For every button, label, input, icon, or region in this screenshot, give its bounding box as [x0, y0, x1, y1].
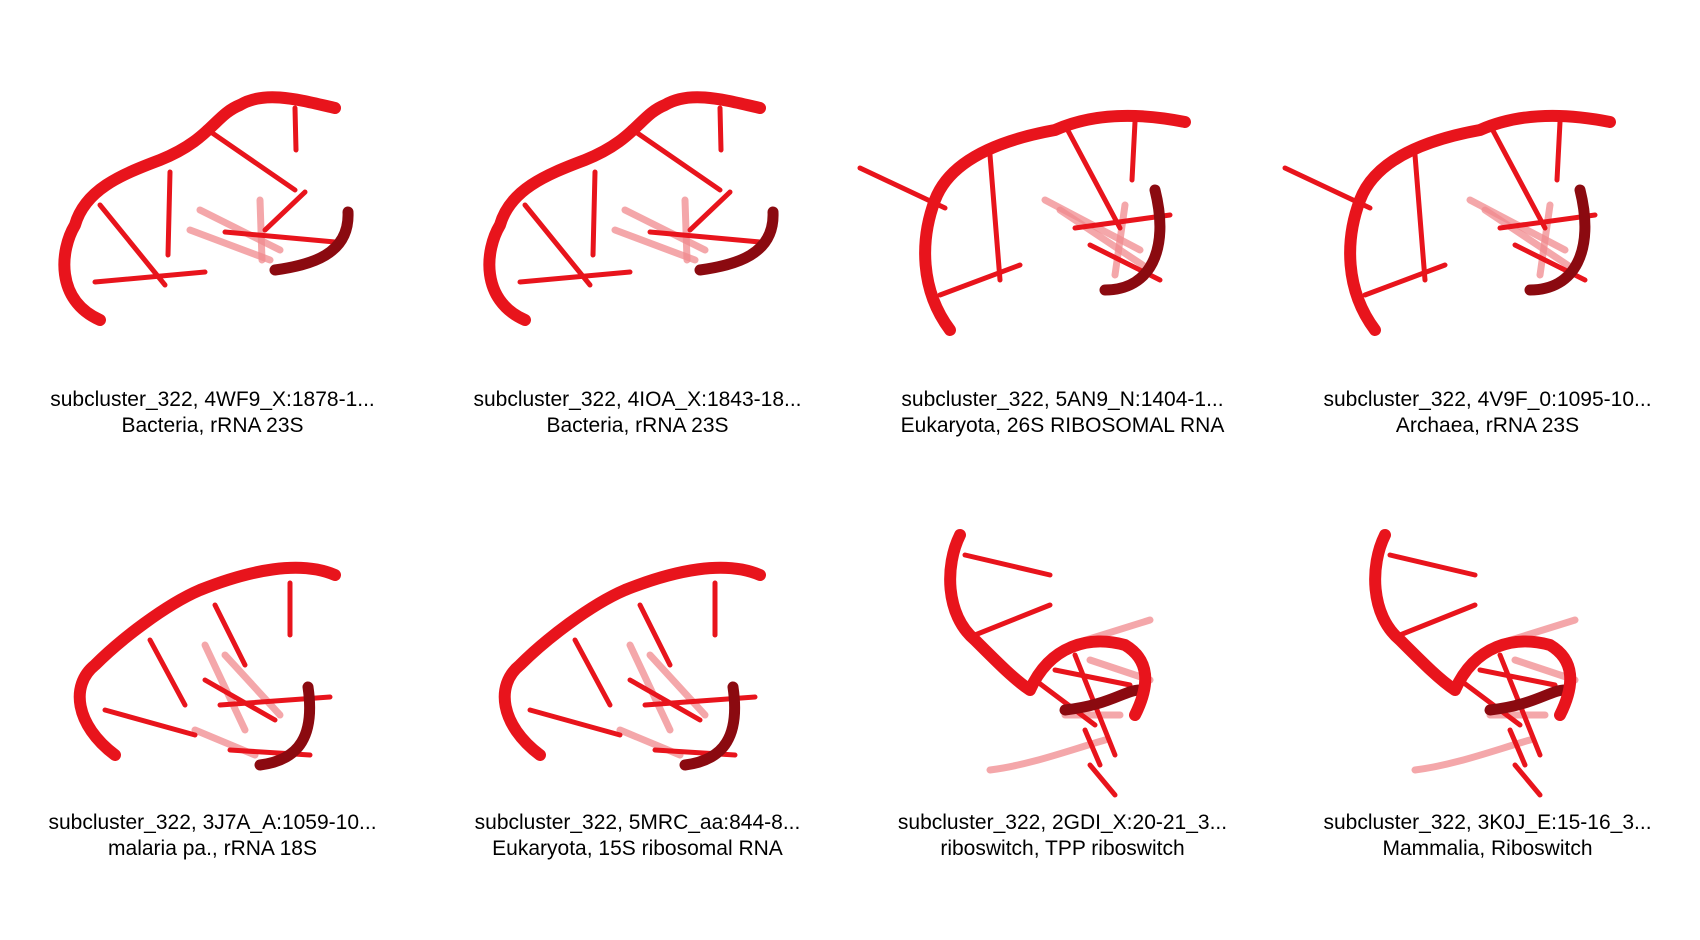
panel-caption: subcluster_322, 2GDI_X:20-21_3...riboswi…: [850, 810, 1275, 862]
caption-organism: Mammalia, Riboswitch: [1382, 837, 1593, 860]
caption-organism: riboswitch, TPP riboswitch: [940, 837, 1185, 860]
caption-organism: Archaea, rRNA 23S: [1395, 414, 1580, 437]
caption-id: subcluster_322, 3K0J_E:15-16_3...: [1323, 811, 1652, 834]
rna-structure-render: [1282, 109, 1616, 336]
rna-structure-render: [944, 529, 1154, 798]
caption-id: subcluster_322, 5AN9_N:1404-1...: [901, 388, 1224, 411]
caption-id: subcluster_322, 2GDI_X:20-21_3...: [897, 811, 1228, 834]
structure-panel: subcluster_322, 5AN9_N:1404-1... Eukaryot…: [850, 0, 1275, 470]
rna-structure-render: [483, 91, 779, 326]
structure-panel: subcluster_322, 3J7A_A:1059-10...malaria…: [0, 465, 425, 935]
structure-panel: subcluster_322, 4IOA_X:1843-18... Bacteri…: [425, 0, 850, 470]
rna-structure-render: [73, 561, 341, 771]
caption-id: subcluster_322, 3J7A_A:1059-10...: [48, 811, 377, 834]
panel-caption: subcluster_322, 4IOA_X:1843-18... Bacteri…: [425, 387, 850, 439]
panel-caption: subcluster_322, 5MRC_aa:844-8... Eukaryot…: [425, 810, 850, 862]
rna-structure-render: [857, 109, 1191, 336]
caption-id: subcluster_322, 5MRC_aa:844-8...: [474, 811, 801, 834]
caption-organism: Eukaryota, 26S RIBOSOMAL RNA: [900, 414, 1225, 437]
caption-organism: Bacteria, rRNA 23S: [546, 414, 729, 437]
panel-caption: subcluster_322, 3K0J_E:15-16_3... Mammali…: [1275, 810, 1700, 862]
caption-id: subcluster_322, 4WF9_X:1878-1...: [50, 388, 375, 411]
panel-caption: subcluster_322, 4WF9_X:1878-1... Bacteria…: [0, 387, 425, 439]
structure-panel: subcluster_322, 3K0J_E:15-16_3... Mammali…: [1275, 465, 1700, 935]
panel-caption: subcluster_322, 3J7A_A:1059-10...malaria…: [0, 810, 425, 862]
structure-panel: subcluster_322, 4WF9_X:1878-1... Bacteria…: [0, 0, 425, 470]
caption-organism: Bacteria, rRNA 23S: [121, 414, 304, 437]
panel-caption: subcluster_322, 5AN9_N:1404-1... Eukaryot…: [850, 387, 1275, 439]
structure-panel: subcluster_322, 2GDI_X:20-21_3...riboswi…: [850, 465, 1275, 935]
rna-structure-render: [58, 91, 354, 326]
caption-organism: Eukaryota, 15S ribosomal RNA: [492, 837, 783, 860]
caption-id: subcluster_322, 4IOA_X:1843-18...: [473, 388, 802, 411]
panel-caption: subcluster_322, 4V9F_0:1095-10... Archaea…: [1275, 387, 1700, 439]
rna-structure-render: [1369, 529, 1579, 798]
caption-organism: malaria pa., rRNA 18S: [108, 837, 317, 860]
rna-structure-render: [498, 561, 766, 771]
caption-id: subcluster_322, 4V9F_0:1095-10...: [1323, 388, 1652, 411]
structure-panel: subcluster_322, 4V9F_0:1095-10... Archaea…: [1275, 0, 1700, 470]
structure-panel: subcluster_322, 5MRC_aa:844-8... Eukaryot…: [425, 465, 850, 935]
